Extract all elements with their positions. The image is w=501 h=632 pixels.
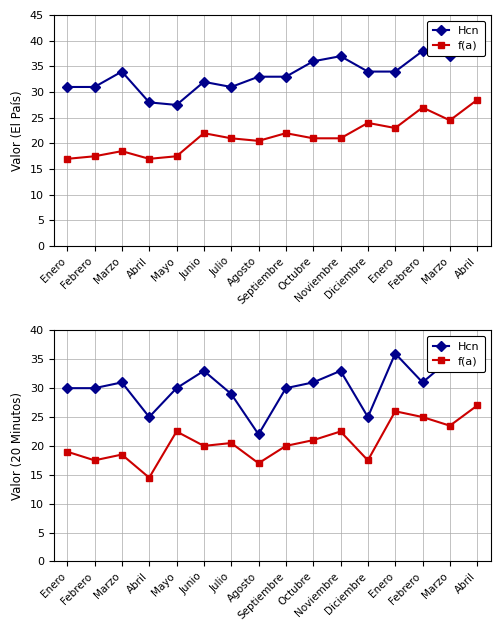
f(a)	[146, 474, 152, 482]
f(a)	[419, 413, 425, 421]
Hcn	[446, 355, 452, 363]
f(a)	[419, 104, 425, 111]
f(a)	[473, 402, 479, 410]
Hcn	[173, 101, 179, 109]
f(a)	[310, 135, 316, 142]
f(a)	[282, 442, 288, 450]
Hcn	[391, 349, 397, 357]
Line: Hcn: Hcn	[64, 344, 480, 438]
Hcn	[446, 52, 452, 60]
f(a)	[337, 428, 343, 435]
f(a)	[173, 152, 179, 160]
Hcn	[146, 99, 152, 106]
f(a)	[473, 96, 479, 104]
Legend: Hcn, f(a): Hcn, f(a)	[426, 21, 484, 56]
Line: Hcn: Hcn	[64, 32, 480, 109]
f(a)	[119, 451, 125, 458]
Hcn	[146, 413, 152, 421]
Hcn	[391, 68, 397, 75]
Y-axis label: Valor (El País): Valor (El País)	[11, 90, 24, 171]
f(a)	[446, 422, 452, 430]
Hcn	[364, 413, 370, 421]
Hcn	[228, 390, 234, 398]
f(a)	[391, 125, 397, 132]
Hcn	[337, 367, 343, 375]
f(a)	[200, 442, 206, 450]
Hcn	[310, 379, 316, 386]
f(a)	[64, 155, 70, 162]
Hcn	[228, 83, 234, 91]
Hcn	[364, 68, 370, 75]
Hcn	[337, 52, 343, 60]
f(a)	[255, 137, 261, 145]
Hcn	[473, 344, 479, 351]
Line: f(a): f(a)	[64, 402, 480, 481]
f(a)	[119, 147, 125, 155]
f(a)	[364, 119, 370, 126]
f(a)	[200, 130, 206, 137]
Hcn	[200, 78, 206, 85]
Hcn	[419, 47, 425, 55]
f(a)	[146, 155, 152, 162]
Hcn	[473, 32, 479, 39]
Hcn	[310, 58, 316, 65]
f(a)	[173, 428, 179, 435]
f(a)	[228, 439, 234, 447]
f(a)	[310, 436, 316, 444]
f(a)	[391, 408, 397, 415]
f(a)	[337, 135, 343, 142]
Hcn	[91, 384, 97, 392]
f(a)	[364, 456, 370, 464]
Hcn	[282, 73, 288, 80]
Line: f(a): f(a)	[64, 96, 480, 162]
Hcn	[173, 384, 179, 392]
f(a)	[228, 135, 234, 142]
f(a)	[255, 459, 261, 467]
f(a)	[64, 448, 70, 456]
f(a)	[91, 152, 97, 160]
f(a)	[446, 116, 452, 124]
Hcn	[64, 384, 70, 392]
f(a)	[282, 130, 288, 137]
Hcn	[282, 384, 288, 392]
Hcn	[255, 73, 261, 80]
Hcn	[255, 430, 261, 438]
f(a)	[91, 456, 97, 464]
Legend: Hcn, f(a): Hcn, f(a)	[426, 336, 484, 372]
Hcn	[119, 68, 125, 75]
Hcn	[91, 83, 97, 91]
Hcn	[119, 379, 125, 386]
Hcn	[200, 367, 206, 375]
Y-axis label: Valor (20 Minutos): Valor (20 Minutos)	[11, 392, 24, 500]
Hcn	[64, 83, 70, 91]
Hcn	[419, 379, 425, 386]
